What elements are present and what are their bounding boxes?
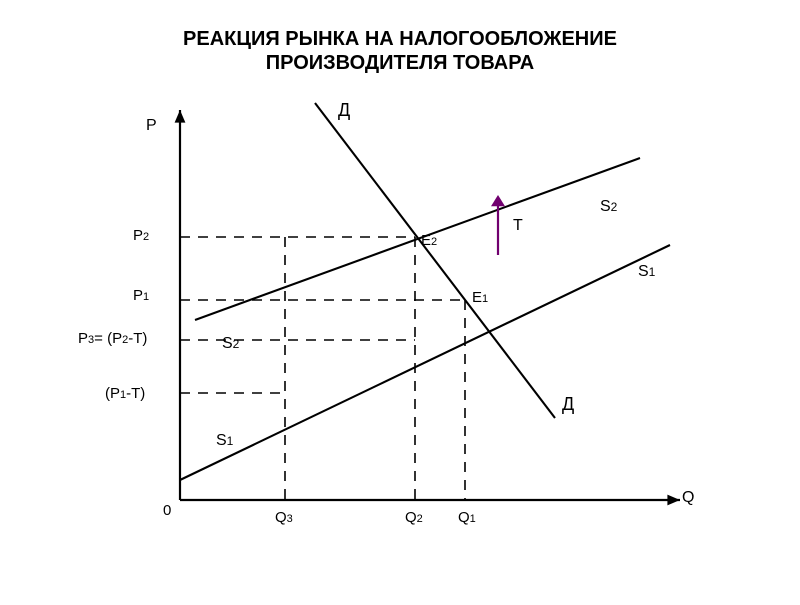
label-P3: P3= (P2-T): [78, 330, 147, 347]
label-Q: Q: [682, 489, 694, 507]
label-D-bot: Д: [562, 394, 574, 415]
label-S1-bot: S1: [216, 432, 233, 450]
label-S2-bot: S2: [222, 335, 239, 353]
label-P: P: [146, 117, 157, 135]
chart-title-line1: РЕАКЦИЯ РЫНКА НА НАЛОГООБЛОЖЕНИЕ: [0, 28, 800, 51]
label-P2: P2: [133, 227, 149, 244]
label-S1-top: S1: [638, 263, 655, 281]
label-E2: E2: [421, 232, 437, 249]
chart-stage: РЕАКЦИЯ РЫНКА НА НАЛОГООБЛОЖЕНИЕ ПРОИЗВО…: [0, 0, 800, 600]
label-S2-top: S2: [600, 198, 617, 216]
label-D-top: Д: [338, 100, 350, 121]
label-E1: E1: [472, 289, 488, 306]
label-P1T: (P1-T): [105, 385, 145, 402]
chart-title-line2: ПРОИЗВОДИТЕЛЯ ТОВАРА: [0, 52, 800, 75]
chart-svg: [0, 0, 800, 600]
label-T: T: [513, 217, 523, 235]
label-zero: 0: [163, 502, 171, 519]
label-Q1: Q1: [458, 509, 476, 526]
label-Q2: Q2: [405, 509, 423, 526]
label-Q3: Q3: [275, 509, 293, 526]
label-P1: P1: [133, 287, 149, 304]
